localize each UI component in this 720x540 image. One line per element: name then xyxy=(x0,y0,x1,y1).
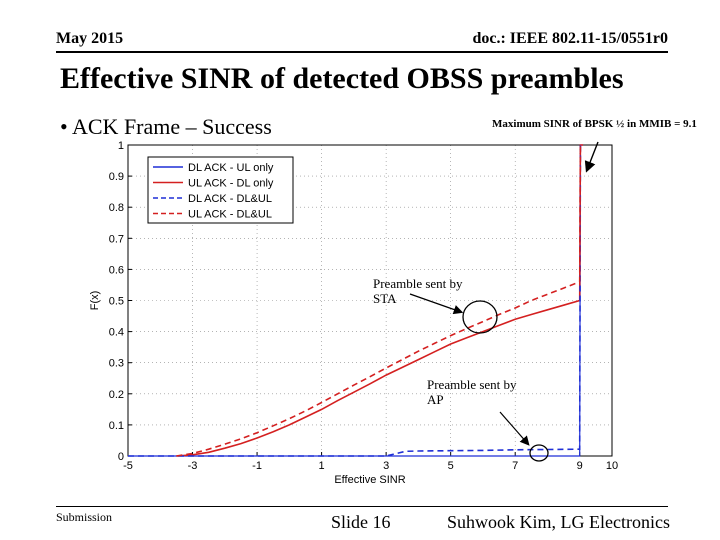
tick-label-x-1: -3 xyxy=(188,460,198,472)
series-layer xyxy=(128,144,583,457)
x-axis-label: Effective SINR xyxy=(334,474,405,486)
tick-label-y-10: 1 xyxy=(118,140,124,152)
tick-label-y-4: 0.4 xyxy=(109,327,124,339)
tick-label-x-4: 3 xyxy=(383,460,389,472)
tick-label-x-0: -5 xyxy=(123,460,133,472)
header-date: May 2015 xyxy=(56,30,124,47)
sta-highlight-circle xyxy=(462,300,498,334)
max-sinr-arrow xyxy=(584,141,599,173)
annotation-sta: Preamble sent by STA xyxy=(373,276,463,306)
slide-title: Effective SINR of detected OBSS preamble… xyxy=(60,62,624,95)
footer-slide-number: Slide 16 xyxy=(331,512,391,532)
tick-label-y-3: 0.3 xyxy=(109,358,124,370)
series-line-1 xyxy=(176,144,583,457)
tick-label-x-2: -1 xyxy=(252,460,262,472)
footer-submission: Submission xyxy=(56,510,113,524)
ap-highlight-circle xyxy=(529,444,549,462)
annotation-overlays xyxy=(409,141,599,462)
sta-arrow xyxy=(409,293,464,315)
annotation-ap-line2: AP xyxy=(427,392,444,407)
footer-divider xyxy=(56,506,668,507)
legend-box xyxy=(147,156,294,224)
ap-arrow xyxy=(499,411,530,446)
tick-label-y-7: 0.7 xyxy=(109,233,124,245)
tick-label-y-6: 0.6 xyxy=(109,264,124,276)
max-sinr-note: Maximum SINR of BPSK ½ in MMIB = 9.1 xyxy=(492,118,697,130)
tick-label-y-9: 0.9 xyxy=(109,171,124,183)
y-axis-label: F(x) xyxy=(89,291,101,311)
tick-label-y-2: 0.2 xyxy=(109,389,124,401)
tick-label-y-1: 0.1 xyxy=(109,420,124,432)
legend: DL ACK - UL only UL ACK - DL only DL ACK -… xyxy=(147,156,294,224)
annotation-ap-line1: Preamble sent by xyxy=(427,377,517,392)
tick-label-y-0: 0 xyxy=(118,451,124,463)
header-doc-id: doc.: IEEE 802.11-15/0551r0 xyxy=(472,30,668,47)
tick-label-y-8: 0.8 xyxy=(109,202,124,214)
series-line-3 xyxy=(176,144,583,457)
legend-label-0: DL ACK - UL only xyxy=(188,162,274,174)
annotation-sta-line1: Preamble sent by xyxy=(373,276,463,291)
bullet-ack-frame: • ACK Frame – Success xyxy=(60,114,272,139)
axis-ticks: -5 -3 -1 1 3 5 7 9 10 0 0.1 0.2 0.3 0.4 0.5 0.6 0.7 0.8 0.… xyxy=(89,140,618,486)
header-divider xyxy=(56,51,668,53)
tick-label-x-8: 10 xyxy=(606,460,618,472)
legend-label-1: UL ACK - DL only xyxy=(188,178,274,190)
tick-label-y-5: 0.5 xyxy=(109,296,124,308)
legend-label-3: UL ACK - DL&UL xyxy=(188,209,272,221)
annotation-sta-line2: STA xyxy=(373,291,397,306)
tick-label-x-3: 1 xyxy=(319,460,325,472)
annotation-ap: Preamble sent by AP xyxy=(427,377,517,407)
tick-label-x-5: 5 xyxy=(448,460,454,472)
series-line-2 xyxy=(128,144,583,457)
tick-label-x-6: 7 xyxy=(512,460,518,472)
legend-label-2: DL ACK - DL&UL xyxy=(188,193,272,205)
footer-author: Suhwook Kim, LG Electronics xyxy=(447,512,670,532)
tick-label-x-7: 9 xyxy=(577,460,583,472)
